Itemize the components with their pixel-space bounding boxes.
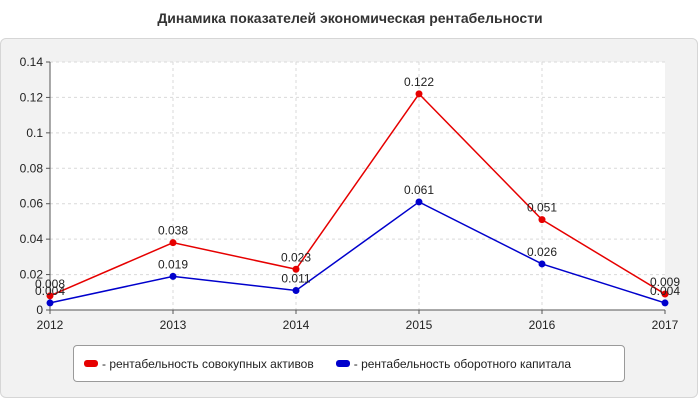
series-line-2 — [49, 201, 666, 304]
series-1-point — [415, 90, 423, 98]
x-tick-label: 2015 — [406, 318, 433, 332]
x-tick-label: 2017 — [652, 318, 679, 332]
x-tick-label: 2014 — [283, 318, 310, 332]
series-2-point — [169, 272, 177, 280]
legend-label-series-1: - рентабельность совокупных активов — [102, 356, 314, 371]
series-2-point — [46, 299, 54, 307]
series-1-point — [538, 216, 546, 224]
series-1-point — [292, 265, 300, 273]
series-1-data-label: 0.008 — [35, 277, 65, 291]
y-tick-label: 0.02 — [20, 268, 44, 282]
series-1-data-label: 0.122 — [404, 75, 434, 89]
series-2-data-label: 0.026 — [527, 245, 557, 259]
series-line-1 — [49, 92, 666, 297]
series-1-point — [46, 292, 54, 300]
y-tick-label: 0.12 — [20, 90, 44, 104]
legend-label-series-2: - рентабельность оборотного капитала — [353, 356, 572, 371]
chart-title: Динамика показателей экономическая рента… — [157, 10, 543, 26]
legend-item-series-1: - рентабельность совокупных активов — [84, 357, 314, 371]
x-tick-label: 2012 — [37, 318, 64, 332]
series-1-data-label: 0.009 — [650, 275, 680, 289]
series-2-point — [415, 198, 423, 206]
plot-area — [50, 62, 665, 310]
series-2-data-label: 0.011 — [281, 272, 310, 286]
series-2-data-label: 0.004 — [650, 284, 680, 298]
series-1-point — [169, 239, 177, 247]
legend-swatch-series-1 — [84, 360, 98, 367]
y-tick-label: 0.08 — [20, 161, 44, 175]
series-2-point — [292, 287, 300, 295]
y-tick-label: 0.06 — [20, 197, 44, 211]
legend: - рентабельность совокупных активов - ре… — [73, 345, 625, 382]
legend-item-series-2: - рентабельность оборотного капитала — [335, 356, 572, 371]
series-2-data-label: 0.004 — [35, 284, 65, 298]
x-tick-label: 2016 — [529, 318, 556, 332]
series-2-point — [538, 260, 546, 268]
series-1-point — [661, 290, 669, 298]
series-1-data-label: 0.051 — [527, 201, 557, 215]
series-2-point — [661, 299, 669, 307]
series-1-data-label: 0.038 — [158, 224, 188, 238]
y-tick-label: 0.1 — [26, 126, 43, 140]
y-tick-label: 0 — [36, 303, 43, 317]
x-tick-label: 2013 — [160, 318, 187, 332]
series-1-data-label: 0.023 — [281, 250, 311, 264]
y-tick-label: 0.14 — [20, 55, 44, 69]
legend-swatch-series-2 — [335, 360, 350, 367]
y-tick-label: 0.04 — [20, 232, 44, 246]
series-2-data-label: 0.019 — [158, 257, 188, 271]
series-2-data-label: 0.061 — [404, 183, 434, 197]
